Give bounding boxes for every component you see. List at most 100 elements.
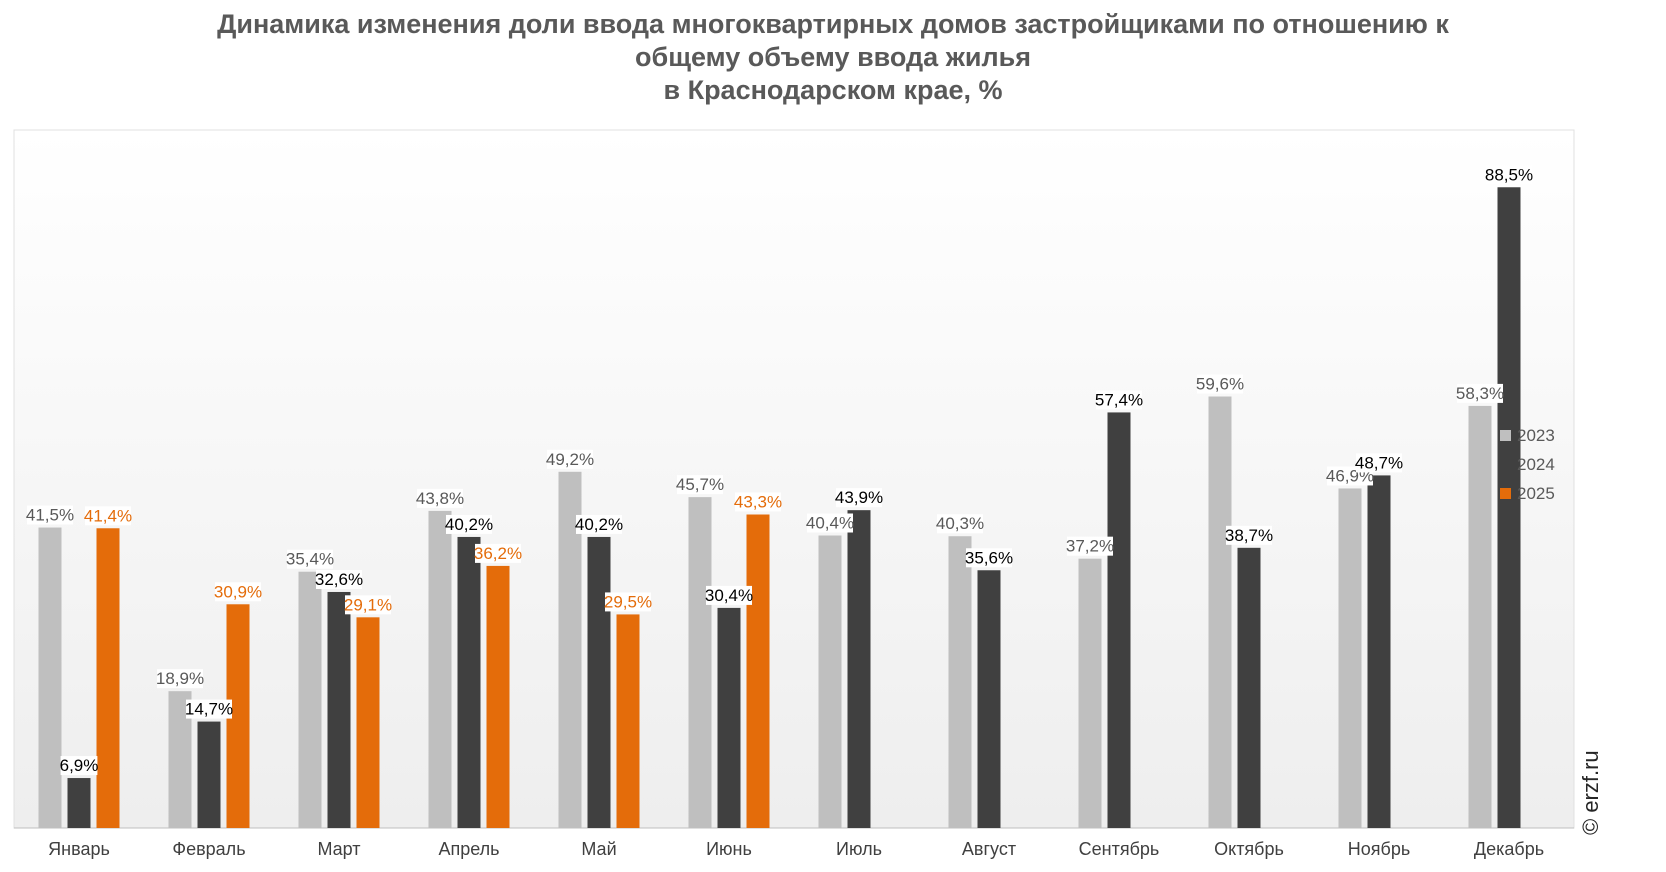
data-label-background xyxy=(576,514,622,534)
chart-title-line-3: в Краснодарском крае, % xyxy=(663,75,1003,105)
data-label-2025: 30,9% xyxy=(214,582,262,601)
data-label-background xyxy=(937,514,983,534)
bar-2024 xyxy=(197,721,221,828)
data-label-2024: 40,2% xyxy=(575,515,623,534)
bar-2024 xyxy=(1497,187,1521,828)
data-label-background xyxy=(345,595,391,615)
data-label-2025: 29,5% xyxy=(604,592,652,611)
data-label-background xyxy=(186,699,232,719)
data-label-background xyxy=(966,548,1012,568)
data-label-background xyxy=(735,492,781,512)
data-label-2024: 40,2% xyxy=(445,515,493,534)
data-label-2023: 59,6% xyxy=(1196,374,1244,393)
data-label-2023: 37,2% xyxy=(1066,537,1114,556)
data-label-2024: 30,4% xyxy=(705,586,753,605)
data-label-background xyxy=(316,569,362,589)
data-label-2023: 58,3% xyxy=(1456,384,1504,403)
category-label: Январь xyxy=(48,839,110,859)
data-label-background xyxy=(475,543,521,563)
legend-label-2025: 2025 xyxy=(1517,484,1555,503)
bar-2024 xyxy=(1107,412,1131,828)
data-label-2023: 40,3% xyxy=(936,514,984,533)
data-label-background xyxy=(446,514,492,534)
bar-2024 xyxy=(327,591,351,828)
category-label: Февраль xyxy=(172,839,245,859)
data-label-2024: 14,7% xyxy=(185,700,233,719)
data-label-background xyxy=(287,549,333,569)
bar-2023 xyxy=(558,471,582,828)
chart-title-line-1: Динамика изменения доли ввода многокварт… xyxy=(217,9,1449,39)
data-label-background xyxy=(1226,525,1272,545)
bar-2024 xyxy=(717,607,741,828)
data-label-background xyxy=(605,592,651,612)
data-label-background xyxy=(1486,165,1532,185)
data-label-2024: 35,6% xyxy=(965,548,1013,567)
data-label-background xyxy=(706,585,752,605)
legend-label-2023: 2023 xyxy=(1517,426,1555,445)
category-label: Май xyxy=(581,839,616,859)
bar-2023 xyxy=(38,527,62,828)
bar-2024 xyxy=(1367,475,1391,828)
bar-2023 xyxy=(1468,405,1492,828)
data-label-background xyxy=(417,488,463,508)
bar-2023 xyxy=(1338,488,1362,828)
data-label-2023: 35,4% xyxy=(286,550,334,569)
watermark: © erzf.ru xyxy=(1578,750,1603,835)
bar-2025 xyxy=(746,514,770,828)
data-label-background xyxy=(1356,453,1402,473)
data-label-2024: 88,5% xyxy=(1485,165,1533,184)
data-label-background xyxy=(836,488,882,508)
data-label-2024: 32,6% xyxy=(315,570,363,589)
data-label-2025: 43,3% xyxy=(734,493,782,512)
bar-2023 xyxy=(818,535,842,828)
data-label-background xyxy=(1067,536,1113,556)
bar-2023 xyxy=(948,536,972,828)
bar-2025 xyxy=(616,614,640,828)
data-label-background xyxy=(157,669,203,689)
data-label-2024: 57,4% xyxy=(1095,390,1143,409)
data-label-2024: 43,9% xyxy=(835,488,883,507)
legend-swatch-2025 xyxy=(1500,488,1511,499)
bar-2024 xyxy=(67,778,91,828)
category-label: Декабрь xyxy=(1474,839,1544,859)
bar-2024 xyxy=(1237,547,1261,828)
data-label-2023: 49,2% xyxy=(546,450,594,469)
bar-2025 xyxy=(356,617,380,828)
data-label-2025: 41,4% xyxy=(84,506,132,525)
category-label: Сентябрь xyxy=(1079,839,1160,859)
data-label-2024: 38,7% xyxy=(1225,526,1273,545)
category-label: Ноябрь xyxy=(1348,839,1410,859)
plot-area xyxy=(13,129,1575,829)
bar-2024 xyxy=(977,570,1001,828)
data-label-background xyxy=(60,756,98,776)
data-label-2025: 36,2% xyxy=(474,544,522,563)
data-label-background xyxy=(1457,383,1503,403)
data-label-2023: 18,9% xyxy=(156,669,204,688)
data-label-2024: 48,7% xyxy=(1355,453,1403,472)
data-label-2025: 29,1% xyxy=(344,595,392,614)
category-label: Март xyxy=(317,839,360,859)
bar-2025 xyxy=(486,565,510,828)
data-label-2023: 41,5% xyxy=(26,506,74,525)
category-label: Октябрь xyxy=(1214,839,1284,859)
category-label: Июль xyxy=(836,839,882,859)
category-label: Июнь xyxy=(706,839,752,859)
legend-swatch-2024 xyxy=(1500,459,1511,470)
bar-2024 xyxy=(457,536,481,828)
bar-2025 xyxy=(226,604,250,828)
legend-label-2024: 2024 xyxy=(1517,455,1555,474)
bar-2024 xyxy=(847,510,871,828)
bar-2025 xyxy=(96,528,120,828)
data-label-2023: 45,7% xyxy=(676,475,724,494)
category-label: Апрель xyxy=(438,839,499,859)
bar-2023 xyxy=(1078,558,1102,828)
bar-2023 xyxy=(298,571,322,828)
category-label: Август xyxy=(962,839,1016,859)
data-label-background xyxy=(547,449,593,469)
bar-2023 xyxy=(688,497,712,828)
bar-2023 xyxy=(428,510,452,828)
data-label-background xyxy=(677,475,723,495)
data-label-background xyxy=(85,506,131,526)
data-label-background xyxy=(27,505,73,525)
